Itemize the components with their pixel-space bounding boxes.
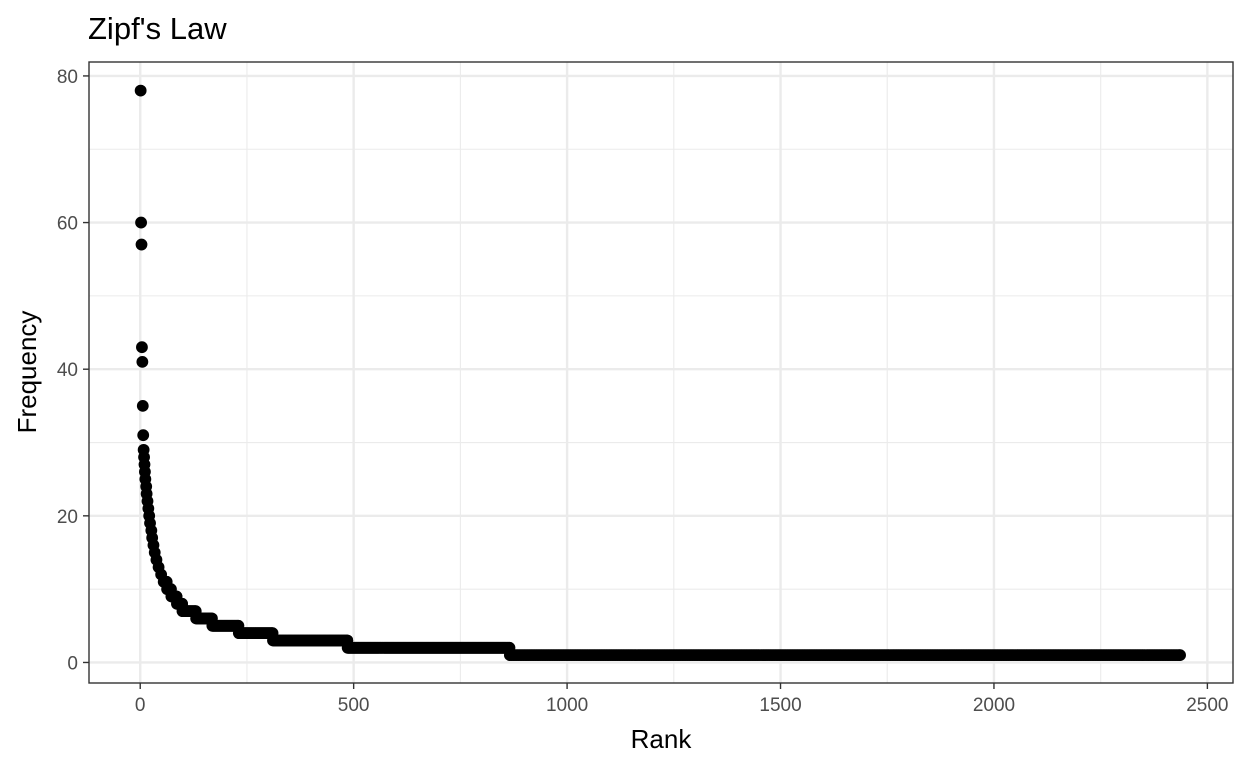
x-axis: 0 500 1000 1500 2000 2500 (135, 683, 1229, 716)
data-point (136, 355, 149, 368)
y-axis: 0 20 40 60 80 (57, 67, 89, 674)
x-tick-label: 0 (135, 695, 146, 716)
x-tick-label: 2000 (973, 695, 1015, 716)
y-tick-label: 20 (57, 507, 78, 528)
x-tick-label: 1000 (546, 695, 588, 716)
x-tick-label: 500 (338, 695, 370, 716)
panel-border (88, 61, 1234, 684)
y-tick-label: 0 (67, 653, 78, 674)
data-point (134, 84, 147, 97)
data-point (136, 399, 149, 412)
x-tick-label: 1500 (759, 695, 801, 716)
data-point (136, 341, 148, 354)
grid-lines (89, 62, 1233, 683)
x-axis-title: Rank (631, 724, 693, 754)
data-point (137, 429, 150, 442)
y-tick-label: 40 (57, 360, 78, 381)
data-point (135, 238, 148, 251)
data-point (1174, 649, 1186, 662)
x-tick-label: 2500 (1186, 695, 1228, 716)
y-axis-title: Frequency (12, 311, 42, 434)
y-tick-label: 60 (57, 214, 78, 235)
y-tick-label: 80 (57, 67, 78, 88)
data-point (135, 216, 147, 229)
chart-title: Zipf's Law (88, 11, 227, 46)
data-points (134, 84, 1186, 662)
